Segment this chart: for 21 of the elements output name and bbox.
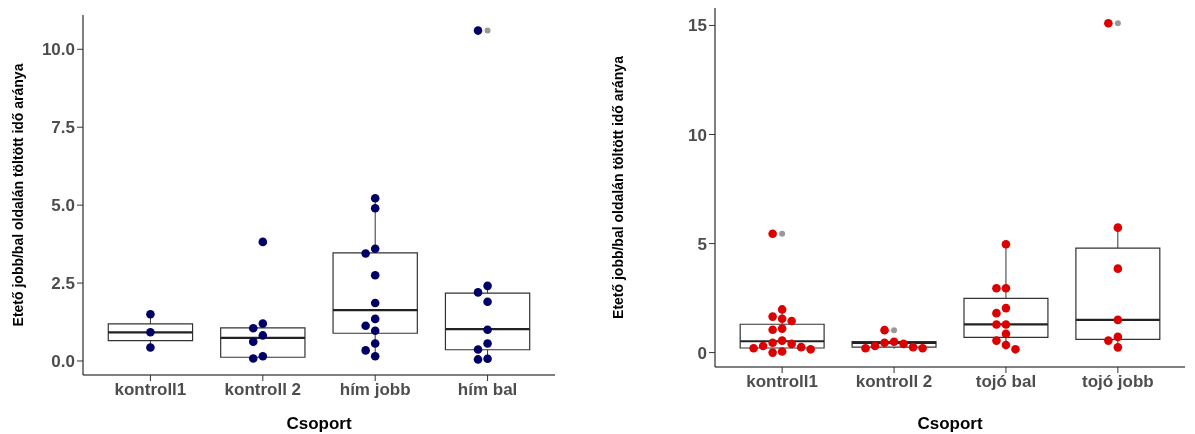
y-tick-label: 7.5 [51,118,75,138]
y-tick-label: 5 [697,234,707,254]
y-tick-label: 10 [688,125,707,145]
y-tick-label: 0.0 [51,352,75,372]
x-tick-label: tojó bal [975,372,1037,392]
x-tick-label: hím bal [457,380,518,400]
y-tick-label: 2.5 [51,274,75,294]
x-tick-label: kontroll 2 [855,372,933,392]
y-axis-title: Etető jobb/bal oldalán töltött idő aránya [9,63,26,327]
x-tick-label: kontroll1 [746,372,819,392]
x-axis-title: Csoport [917,414,983,433]
y-tick-label: 0 [697,343,707,363]
y-tick-label: 15 [688,16,707,36]
x-tick-label: hím jobb [339,380,411,400]
y-axis-title: Etető jobb/bal oldalán töltött idő aránya [609,55,626,319]
x-tick-label: kontroll1 [114,380,187,400]
x-axis-title: Csoport [286,414,352,433]
x-tick-label: kontroll 2 [224,380,302,400]
y-tick-label: 10.0 [41,40,75,60]
y-tick-label: 5.0 [51,196,75,216]
x-tick-label: tojó jobb [1081,372,1154,392]
